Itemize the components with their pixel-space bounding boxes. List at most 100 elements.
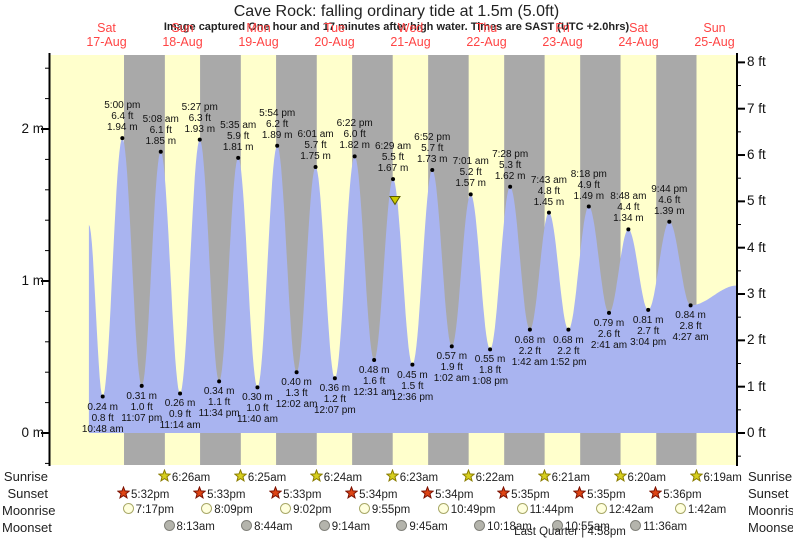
low-tide-dot (527, 327, 532, 332)
moonrise-circle-icon (674, 503, 686, 514)
moonrise-circle-icon (358, 503, 370, 514)
moonrise-event: 11:44pm (516, 503, 574, 516)
sunrise-event: 6:24am (309, 468, 362, 484)
low-tide-dot (294, 370, 299, 375)
sunset-row-label-right: Sunset (748, 486, 789, 501)
moonrise-event: 9:02pm (280, 503, 331, 516)
astro-row-moonrise: Moonrise Moonrise 7:17pm 8:09pm 9:02pm 9:55… (0, 502, 793, 519)
high-tide-dot (430, 168, 435, 173)
astro-row-sunrise: Sunrise Sunrise 6:26am 6:25am 6:24am 6:23am… (0, 468, 793, 485)
moonset-event: 8:13am (163, 520, 215, 533)
sunrise-event: 6:19am (688, 468, 742, 484)
sunrise-event: 6:22am (461, 468, 514, 484)
sunset-event: 5:34pm (344, 485, 397, 501)
high-tide-dot (508, 184, 513, 189)
sunset-event: 5:36pm (648, 485, 702, 501)
high-tide-dot (468, 192, 473, 197)
sunset-event: 5:34pm (420, 485, 473, 501)
high-tide-dot (667, 219, 672, 224)
sunset-event: 5:35pm (572, 485, 626, 501)
moonset-event: 10:55am (552, 520, 610, 533)
low-tide-dot (566, 327, 571, 332)
sunrise-star-icon (688, 468, 704, 482)
high-tide-dot (275, 143, 280, 148)
moonset-circle-icon (474, 520, 486, 531)
sunrise-event: 6:26am (157, 468, 210, 484)
moonset-circle-icon (318, 520, 330, 531)
sunrise-star-icon (461, 468, 476, 482)
moonrise-event: 1:42am (674, 503, 726, 516)
sunrise-event: 6:23am (385, 468, 438, 484)
sunset-event: 5:35pm (496, 485, 550, 501)
low-tide-dot (139, 383, 144, 388)
sunset-star-icon (496, 485, 511, 499)
sunset-event: 5:33pm (192, 485, 245, 501)
high-tide-dot (313, 165, 318, 169)
sunset-star-icon (344, 485, 359, 499)
moonrise-event: 9:55pm (358, 503, 410, 516)
moonset-row-label: Moonset (2, 520, 52, 535)
high-tide-dot (197, 137, 202, 142)
moonset-circle-icon (241, 520, 253, 531)
low-tide-dot (449, 344, 454, 349)
low-tide-dot (646, 307, 651, 312)
moonset-circle-icon (552, 520, 564, 531)
sunset-star-icon (572, 485, 587, 499)
moonrise-event: 7:17pm (122, 503, 174, 516)
capture-time-marker-icon (389, 195, 401, 206)
moonrise-event: 8:09pm (201, 503, 253, 516)
high-tide-dot (626, 227, 631, 232)
astro-row-moonset: Moonset Moonset 8:13am 8:44am 9:14am 9:45am… (0, 519, 793, 536)
moonset-event: 10:18am (474, 520, 532, 533)
moonrise-circle-icon (437, 503, 449, 514)
low-tide-dot (100, 394, 105, 399)
high-tide-dot (158, 149, 163, 154)
sunrise-event: 6:21am (537, 468, 590, 484)
sunrise-star-icon (385, 468, 400, 482)
sunrise-row-label-right: Sunrise (748, 469, 793, 484)
low-tide-dot (372, 358, 377, 363)
sunrise-star-icon (309, 468, 324, 482)
moonrise-circle-icon (201, 503, 213, 514)
astro-row-sunset: Sunset Sunset 5:32pm 5:33pm 5:33pm 5:34pm 5:… (0, 485, 793, 502)
moonset-event: 11:36am (630, 520, 687, 533)
moonset-event: 9:14am (318, 520, 370, 533)
moonrise-event: 10:49pm (437, 503, 496, 516)
high-tide-dot (391, 177, 396, 182)
moonset-event: 9:45am (396, 520, 448, 533)
low-tide-dot (178, 391, 183, 396)
sunset-star-icon (116, 485, 131, 499)
low-tide-dot (410, 362, 415, 367)
moonrise-circle-icon (280, 503, 292, 514)
sunrise-star-icon (157, 468, 172, 482)
moonrise-circle-icon (122, 503, 134, 514)
high-tide-dot (352, 154, 357, 159)
sunset-star-icon (648, 485, 663, 499)
sunset-star-icon (268, 485, 283, 499)
low-tide-dot (606, 310, 611, 315)
sunrise-row-label: Sunrise (3, 469, 48, 484)
tide-curve (88, 138, 737, 433)
high-tide-dot (120, 136, 125, 141)
sunset-event: 5:33pm (268, 485, 321, 501)
moonset-circle-icon (630, 520, 642, 531)
high-tide-dot (546, 210, 551, 215)
moonrise-circle-icon (595, 503, 607, 514)
sunrise-star-icon (233, 468, 248, 482)
low-tide-dot (255, 385, 260, 390)
sunrise-star-icon (613, 468, 628, 482)
moonset-event: 8:44am (241, 520, 293, 533)
moonset-circle-icon (396, 520, 408, 531)
sunset-event: 5:32pm (116, 485, 169, 501)
low-tide-dot (488, 347, 493, 352)
moonrise-event: 12:42am (595, 503, 653, 516)
chart-title: Cave Rock: falling ordinary tide at 1.5m… (233, 3, 560, 20)
moonset-circle-icon (163, 520, 175, 531)
moonrise-circle-icon (516, 503, 528, 514)
sunrise-event: 6:25am (233, 468, 286, 484)
moon-phase-footer: Last Quarter | 4:58pm (514, 526, 626, 538)
sunset-star-icon (420, 485, 435, 499)
sunset-star-icon (192, 485, 207, 499)
moonrise-row-label: Moonrise (2, 503, 56, 518)
